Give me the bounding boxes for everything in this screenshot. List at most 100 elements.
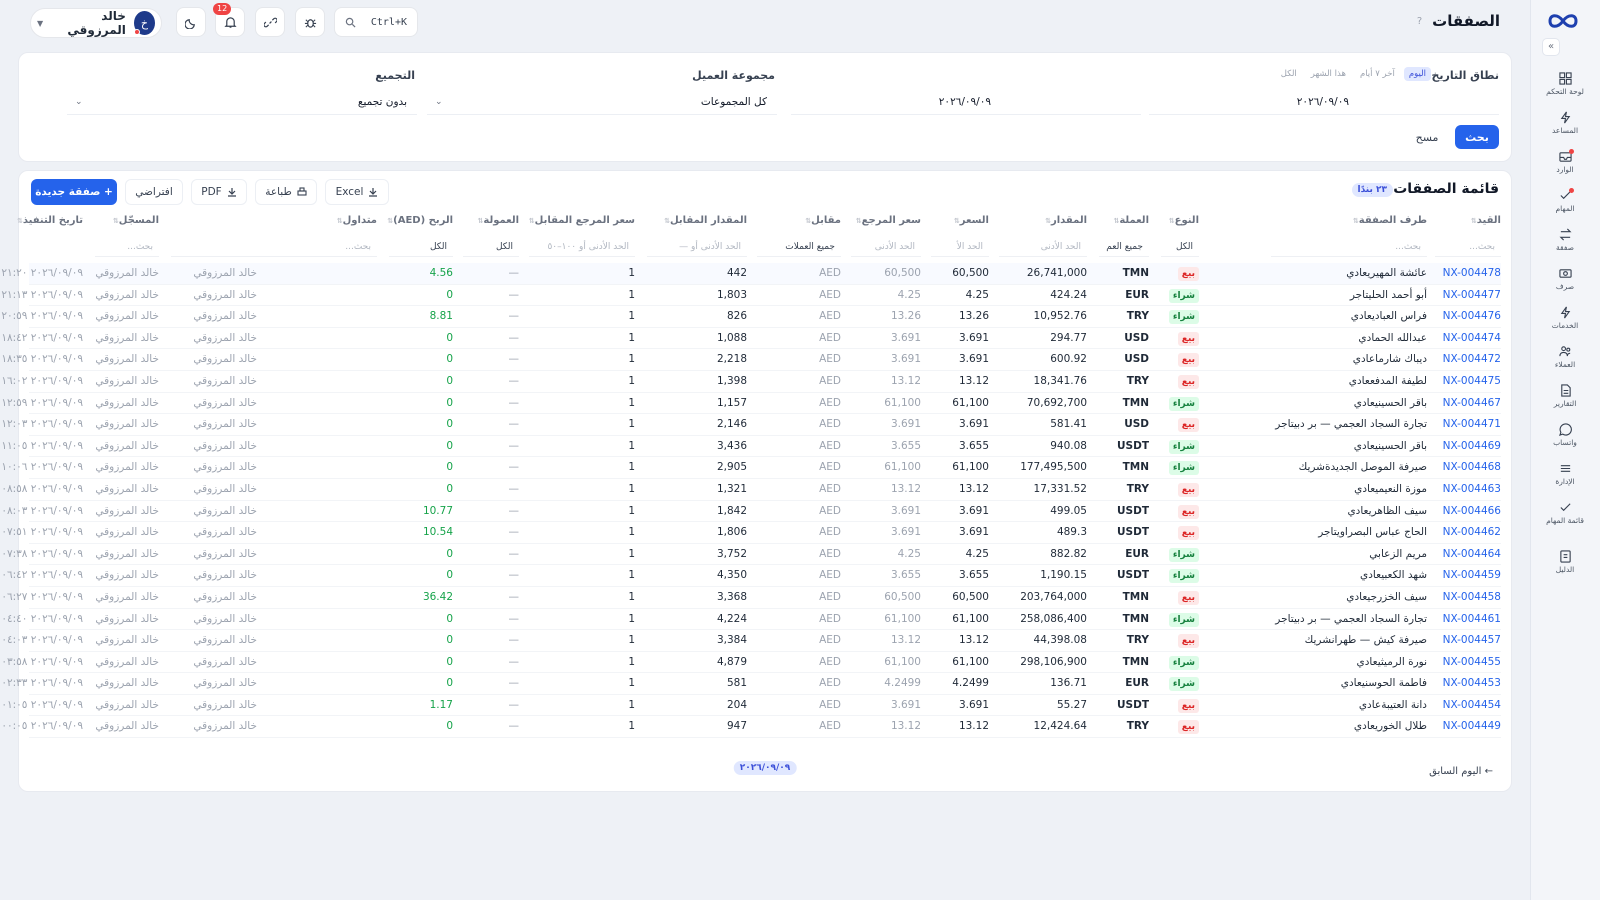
- filter-amount[interactable]: الحد الأدنى: [999, 237, 1087, 257]
- sidebar-item-9[interactable]: واتساب: [1530, 415, 1600, 454]
- collapse-rail-button[interactable]: »: [1542, 38, 1560, 56]
- print-button[interactable]: طباعة: [255, 179, 317, 205]
- filter-id[interactable]: بحث...: [1435, 237, 1501, 257]
- cell-id[interactable]: NX-004461: [1442, 612, 1501, 625]
- cell-id[interactable]: NX-004467: [1442, 396, 1501, 409]
- filter-counter_amount[interactable]: الحد الأدنى أو —: [647, 237, 747, 257]
- cell-id[interactable]: NX-004453: [1442, 677, 1501, 690]
- table-row[interactable]: NX-004458 سيف الخزرجيعادي بيع TMN 203,764,00…: [1, 587, 1501, 609]
- filter-counter_ref[interactable]: الحد الأدنى أو ١٠٠–٥٠: [529, 237, 635, 257]
- cell-id[interactable]: NX-004454: [1442, 698, 1501, 711]
- column-header-rate[interactable]: السعر⇅: [953, 215, 989, 226]
- notifications-button[interactable]: 12: [213, 3, 245, 37]
- table-row[interactable]: NX-004455 نورة الرميثيعادي شراء TMN 298,106,…: [1, 652, 1501, 674]
- clear-filters-button[interactable]: مسح: [1415, 130, 1439, 144]
- table-row[interactable]: NX-004454 دانة العتيبةعادي بيع USDT 55.27 3.6…: [1, 695, 1501, 717]
- table-row[interactable]: NX-004461 تجارة السجاد العجمي — بر دبيتاج…: [1, 609, 1501, 631]
- table-row[interactable]: NX-004469 باقر الحسينيعادي شراء USDT 940.08 3…: [1, 436, 1501, 458]
- table-row[interactable]: NX-004457 صيرفة كيش — طهرانشريك بيع TRY 44,3…: [1, 630, 1501, 652]
- column-header-date[interactable]: تاريخ التنفيذ⇅: [17, 215, 83, 226]
- sidebar-item-2[interactable]: الوارد: [1530, 142, 1600, 181]
- search-submit-button[interactable]: بحث: [1455, 125, 1499, 149]
- cell-id[interactable]: NX-004478: [1442, 267, 1501, 279]
- table-row[interactable]: NX-004466 سيف الظاهريعادي بيع USDT 499.05 3.6…: [1, 501, 1501, 523]
- sidebar-item-0[interactable]: لوحة التحكم: [1530, 64, 1600, 103]
- table-row[interactable]: NX-004474 عبدالله الحمادي بيع USD 294.77 3.69…: [1, 328, 1501, 350]
- cell-id[interactable]: NX-004449: [1442, 720, 1501, 733]
- table-row[interactable]: NX-004471 تجارة السجاد العجمي — بر دبيتاج…: [1, 414, 1501, 436]
- filter-ref_rate[interactable]: الحد الأدنى: [851, 237, 921, 257]
- column-header-type[interactable]: النوع⇅: [1168, 215, 1199, 226]
- table-row[interactable]: NX-004462 الحاج عباس البصراويتاجر بيع USDT 4…: [1, 522, 1501, 544]
- sidebar-item-11[interactable]: قائمة المهام: [1530, 493, 1600, 532]
- cell-id[interactable]: NX-004477: [1442, 288, 1501, 301]
- column-header-cur[interactable]: العملة⇅: [1113, 215, 1149, 226]
- export-excel-button[interactable]: Excel: [325, 179, 389, 205]
- sidebar-item-3[interactable]: المهام: [1530, 181, 1600, 220]
- cell-id[interactable]: NX-004469: [1442, 439, 1501, 452]
- column-header-comm[interactable]: العمولة⇅: [477, 215, 520, 226]
- sidebar-item-1[interactable]: المساعد: [1530, 103, 1600, 142]
- cell-id[interactable]: NX-004476: [1442, 310, 1501, 323]
- filter-trader[interactable]: بحث...: [171, 237, 377, 257]
- filter-type[interactable]: الكل: [1161, 237, 1199, 257]
- table-row[interactable]: NX-004467 باقر الحسينيعادي شراء TMN 70,692,7…: [1, 393, 1501, 415]
- aggregation-select[interactable]: بدون تجميع ⌄: [67, 89, 417, 115]
- date-from-field[interactable]: ٢٠٢٦/٠٩/٠٩: [1149, 89, 1499, 115]
- cell-id[interactable]: NX-004458: [1442, 590, 1501, 603]
- table-row[interactable]: NX-004464 مريم الزعابي شراء EUR 882.82 4.25 4.…: [1, 544, 1501, 566]
- column-header-trader[interactable]: متداول⇅: [336, 215, 377, 226]
- previous-day-button[interactable]: ← اليوم السابق: [1429, 766, 1493, 777]
- filter-profit[interactable]: الكل: [389, 237, 453, 257]
- filter-currency[interactable]: جميع العم: [1099, 237, 1149, 257]
- sidebar-item-8[interactable]: التقارير: [1530, 376, 1600, 415]
- column-header-amt[interactable]: المقدار⇅: [1045, 215, 1087, 226]
- cell-id[interactable]: NX-004468: [1442, 461, 1501, 474]
- sidebar-item-7[interactable]: العملاء: [1530, 337, 1600, 376]
- cell-id[interactable]: NX-004464: [1442, 547, 1501, 560]
- sidebar-item-10[interactable]: الإدارة: [1530, 454, 1600, 493]
- column-header-id[interactable]: القيد⇅: [1470, 215, 1501, 226]
- filter-counter[interactable]: جميع العملات: [757, 237, 841, 257]
- table-row[interactable]: NX-004478 عائشة المهيريعادي بيع TMN 26,741,0…: [1, 263, 1501, 285]
- cell-id[interactable]: NX-004472: [1442, 353, 1501, 366]
- column-header-profit[interactable]: الربح (AED)⇅: [387, 215, 453, 226]
- column-header-cref[interactable]: سعر المرجع المقابل⇅: [528, 215, 635, 226]
- cell-id[interactable]: NX-004462: [1442, 526, 1501, 539]
- user-menu[interactable]: خ خالد المرزوقي ▼: [30, 8, 162, 38]
- debug-button[interactable]: [295, 7, 325, 37]
- table-row[interactable]: NX-004468 صيرفة الموصل الجديدةشريك شراء TMN…: [1, 457, 1501, 479]
- column-header-ref[interactable]: سعر المرجع⇅: [855, 215, 921, 226]
- table-row[interactable]: NX-004477 أبو أحمد الحليتاجر شراء EUR 424.24…: [1, 285, 1501, 307]
- cell-id[interactable]: NX-004471: [1442, 418, 1501, 431]
- column-header-counter[interactable]: مقابل⇅: [805, 215, 841, 226]
- date-chip-2[interactable]: هذا الشهر: [1310, 69, 1346, 79]
- new-trade-button[interactable]: + صفقة جديدة: [31, 179, 117, 205]
- sidebar-item-12[interactable]: الدليل: [1530, 542, 1600, 581]
- filter-rate[interactable]: الحد الأ: [931, 237, 989, 257]
- help-icon[interactable]: ?: [1416, 15, 1423, 27]
- table-row[interactable]: NX-004475 لطيفة المدفععادي بيع TRY 18,341.76…: [1, 371, 1501, 393]
- table-row[interactable]: NX-004449 طلال الخوريعادي بيع TRY 12,424.64 1…: [1, 716, 1501, 739]
- link-button[interactable]: [255, 7, 285, 37]
- sidebar-item-6[interactable]: الخدمات: [1530, 298, 1600, 337]
- table-row[interactable]: NX-004453 فاطمة الحوسنيعادي شراء EUR 136.71 4…: [1, 673, 1501, 695]
- column-header-party[interactable]: طرف الصفقة⇅: [1352, 215, 1427, 226]
- filter-party[interactable]: بحث...: [1271, 237, 1427, 257]
- cell-id[interactable]: NX-004455: [1442, 655, 1501, 668]
- table-row[interactable]: NX-004459 شهد الكعبيعادي شراء USDT 1,190.15 3…: [1, 565, 1501, 587]
- group-select[interactable]: كل المجموعات ⌄: [427, 89, 777, 115]
- search-button[interactable]: Ctrl+K: [334, 7, 418, 37]
- table-row[interactable]: NX-004476 فراس العباديعادي شراء TRY 10,952.7…: [1, 306, 1501, 328]
- default-view-button[interactable]: افتراضي: [125, 179, 183, 205]
- table-row[interactable]: NX-004463 موزة النعيميعادي بيع TRY 17,331.52…: [1, 479, 1501, 501]
- cell-id[interactable]: NX-004466: [1442, 504, 1501, 517]
- theme-toggle-button[interactable]: [176, 7, 206, 37]
- table-row[interactable]: NX-004472 ديباك شارماعادي بيع USD 600.92 3.69…: [1, 349, 1501, 371]
- cell-id[interactable]: NX-004475: [1442, 374, 1501, 387]
- date-chip-0[interactable]: اليوم: [1403, 67, 1431, 81]
- filter-recorder[interactable]: بحث...: [95, 237, 159, 257]
- column-header-rec[interactable]: المسجّل⇅: [112, 215, 159, 226]
- date-chip-3[interactable]: الكل: [1280, 69, 1297, 79]
- date-to-field[interactable]: ٢٠٢٦/٠٩/٠٩: [791, 89, 1141, 115]
